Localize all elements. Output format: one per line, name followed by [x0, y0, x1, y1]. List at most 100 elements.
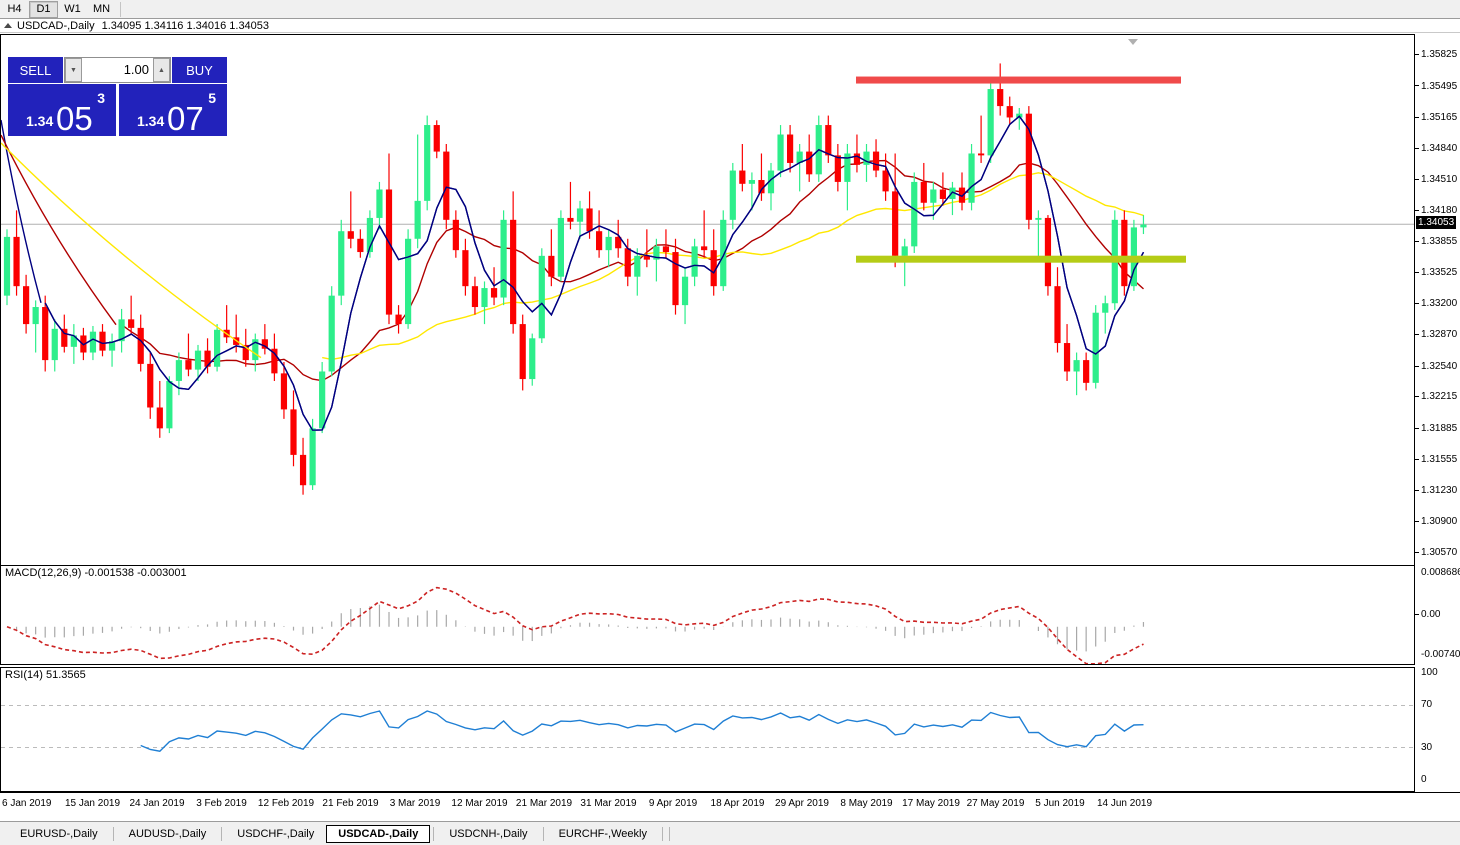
- moving-average-ma-yellow: [322, 172, 1144, 361]
- chart-tab-usdchf[interactable]: USDCHF-,Daily: [237, 827, 315, 840]
- candle: [1035, 217, 1042, 220]
- sell-button[interactable]: SELL: [8, 57, 63, 83]
- candle: [672, 252, 679, 306]
- chart-tab-usdcad[interactable]: USDCAD-,Daily: [326, 824, 431, 843]
- candle: [32, 307, 39, 325]
- buy-price-display[interactable]: 1.34 07 5: [119, 84, 227, 136]
- candle: [930, 189, 937, 203]
- volume-stepper[interactable]: ▼ 1.00 ▲: [64, 57, 171, 83]
- volume-input[interactable]: 1.00: [82, 58, 153, 82]
- candle: [42, 307, 49, 361]
- moving-average-entry-segment: [1, 134, 117, 326]
- oct-top-row: SELL ▼ 1.00 ▲ BUY: [8, 57, 227, 83]
- candle: [901, 246, 908, 256]
- candle: [911, 181, 918, 247]
- chart-tab-eurchf[interactable]: EURCHF-,Weekly: [558, 827, 647, 840]
- price-scale-tick: 1.32540: [1415, 361, 1457, 372]
- date-axis-label: 21 Feb 2019: [322, 798, 379, 809]
- price-scale-tick: 1.34840: [1415, 143, 1457, 154]
- price-scale-tick: 1.31885: [1415, 423, 1457, 434]
- resistance-line[interactable]: [856, 76, 1181, 84]
- chevron-up-icon[interactable]: ▲: [153, 58, 170, 82]
- candle: [147, 363, 154, 408]
- candle: [271, 348, 278, 374]
- price-scale-tick: 1.34180: [1415, 205, 1457, 216]
- moving-average-entry-segment: [1, 142, 262, 359]
- triangle-up-icon[interactable]: [4, 23, 12, 28]
- chevron-down-icon[interactable]: ▼: [65, 58, 82, 82]
- price-scale-tick: 1.34510: [1415, 174, 1457, 185]
- candle: [701, 246, 708, 251]
- candle: [13, 236, 20, 287]
- chart-tab-usdcnh[interactable]: USDCNH-,Daily: [449, 827, 528, 840]
- price-scale-tick: 1.31555: [1415, 454, 1457, 465]
- candle: [319, 371, 326, 429]
- sell-price-display[interactable]: 1.34 05 3: [8, 84, 116, 136]
- candle: [662, 246, 670, 253]
- candle: [557, 217, 564, 277]
- price-chart-pane[interactable]: [0, 34, 1415, 581]
- timeframe-button-h4[interactable]: H4: [0, 0, 29, 18]
- moving-average-ma-blue-top: [44, 115, 1145, 431]
- candle: [920, 181, 927, 203]
- candle: [939, 189, 946, 199]
- candle: [175, 360, 182, 381]
- candle: [471, 286, 479, 308]
- candle: [128, 319, 135, 328]
- price-scale-tick: 1.30570: [1415, 547, 1457, 558]
- price-scale-tick: 1.35165: [1415, 112, 1457, 123]
- rsi-scale-tick: 100: [1421, 667, 1438, 678]
- candle: [214, 329, 221, 367]
- chart-tab-eurusd[interactable]: EURUSD-,Daily: [20, 827, 98, 840]
- candle: [949, 187, 956, 199]
- date-axis-label: 6 Jan 2019: [2, 798, 52, 809]
- candle: [720, 219, 727, 287]
- moving-average-ma-blue: [44, 115, 1145, 431]
- timeframe-button-w1[interactable]: W1: [58, 0, 87, 18]
- price-scale-tick: 1.32870: [1415, 329, 1457, 340]
- candle: [691, 246, 698, 277]
- tab-divider: [542, 826, 544, 841]
- tab-divider: [221, 826, 223, 841]
- candle: [70, 335, 77, 347]
- timeframe-button-mn[interactable]: MN: [87, 0, 116, 18]
- price-scale-tick: 1.30900: [1415, 516, 1457, 527]
- chevron-down-marker-icon[interactable]: [1128, 39, 1138, 45]
- candle: [3, 236, 11, 296]
- one-click-trading-panel[interactable]: SELL ▼ 1.00 ▲ BUY 1.34 05 3 1.34 07 5: [8, 57, 227, 137]
- candle: [290, 409, 297, 455]
- candle: [844, 153, 851, 182]
- current-price-label: 1.34053: [1416, 216, 1457, 230]
- candle: [490, 288, 498, 298]
- candle: [729, 170, 736, 220]
- candle: [739, 170, 746, 184]
- candle: [481, 288, 488, 308]
- candle: [156, 407, 163, 429]
- candle: [987, 89, 994, 156]
- support-line[interactable]: [856, 255, 1186, 263]
- chart-tab-audusd[interactable]: AUDUSD-,Daily: [128, 827, 207, 840]
- rsi-canvas: [1, 705, 1414, 752]
- price-scale[interactable]: 1.35825 1.35495 1.35165 1.34840 1.34510 1.341…: [1415, 34, 1460, 792]
- candle: [605, 236, 612, 251]
- rsi-pane[interactable]: RSI(14) 51.3565: [0, 667, 1415, 792]
- buy-button[interactable]: BUY: [172, 57, 227, 83]
- candle: [462, 250, 469, 287]
- candle: [299, 454, 307, 486]
- candle: [328, 295, 335, 372]
- candle: [185, 360, 192, 370]
- candle: [853, 153, 861, 165]
- rsi-scale-tick: 30: [1421, 741, 1433, 753]
- date-axis-label: 12 Mar 2019: [451, 798, 508, 809]
- macd-label: MACD(12,26,9) -0.001538 -0.003001: [5, 567, 187, 579]
- macd-pane[interactable]: MACD(12,26,9) -0.001538 -0.003001: [0, 565, 1415, 665]
- macd-signal-line: [6, 586, 1144, 664]
- candle: [978, 153, 985, 156]
- rsi-line: [140, 710, 1144, 752]
- candle: [376, 189, 383, 218]
- candle: [997, 89, 1004, 107]
- timeframe-button-d1[interactable]: D1: [29, 0, 58, 18]
- candle: [653, 246, 660, 260]
- candle: [748, 180, 755, 184]
